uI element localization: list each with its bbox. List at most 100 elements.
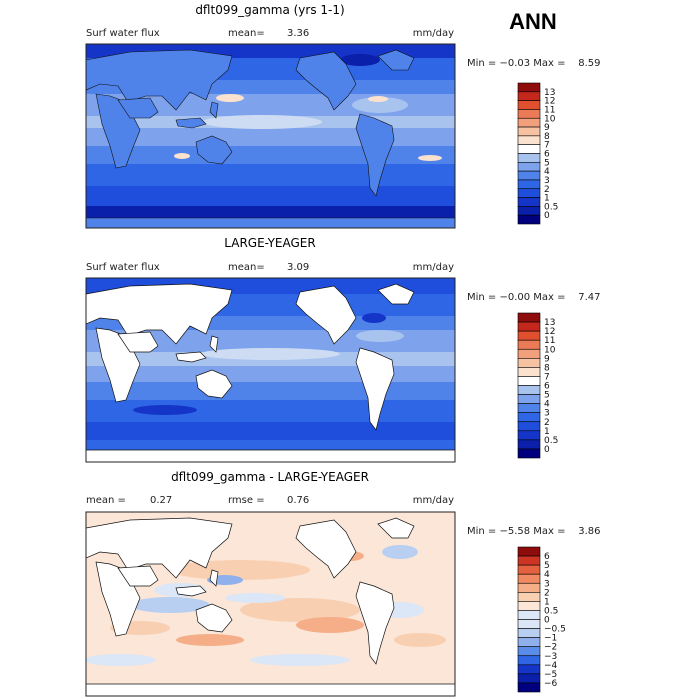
- colorbar-box: [517, 592, 541, 602]
- panel-1-mean-value: 3.36: [287, 28, 309, 39]
- colorbar-box: [517, 214, 541, 225]
- colorbar-box: [517, 403, 541, 413]
- colorbar-label: 0.5: [544, 436, 558, 446]
- colorbar-box: [517, 646, 541, 657]
- panel-1-min-max: Min = −0.03 Max = 8.59: [467, 58, 601, 69]
- colorbar-box: [517, 179, 541, 190]
- colorbar-label: 6: [544, 382, 550, 392]
- panel-1-title: dflt099_gamma (yrs 1-1): [195, 3, 344, 17]
- colorbar-label: −2: [544, 643, 557, 653]
- colorbar-box: [517, 144, 541, 154]
- panel-3-mean-label: mean =: [86, 495, 126, 506]
- colorbar-label: 2: [544, 418, 550, 428]
- colorbar-label: −4: [544, 661, 558, 671]
- panel-2-variable-label: Surf water flux: [86, 262, 160, 273]
- colorbar-box: [517, 188, 541, 198]
- colorbar-box: [517, 153, 541, 163]
- colorbar-label: 10: [544, 114, 556, 124]
- colorbar-label: 0: [544, 445, 550, 455]
- colorbar-label: 0: [544, 211, 550, 221]
- colorbar-box: [517, 682, 541, 693]
- colorbar-label: 12: [544, 327, 555, 337]
- panel-2-mean-label: mean=: [228, 262, 265, 273]
- colorbar-box: [517, 655, 541, 666]
- colorbar-label: 1: [544, 427, 550, 437]
- colorbar-label: 6: [544, 150, 550, 160]
- colorbar-label: 11: [544, 336, 555, 346]
- colorbar-label: −1: [544, 634, 557, 644]
- colorbar-label: −3: [544, 652, 557, 662]
- panel-2-frame: [85, 277, 456, 463]
- colorbar-box: [517, 546, 541, 557]
- colorbar-label: 0.5: [544, 202, 558, 212]
- colorbar-label: 5: [544, 158, 550, 168]
- panel-3-min-max: Min = −5.58 Max = 3.86: [467, 526, 601, 537]
- panel-1-units: mm/day: [413, 28, 454, 39]
- colorbar-box: [517, 348, 541, 359]
- colorbar-box: [517, 170, 541, 181]
- colorbar-label: 5: [544, 391, 550, 401]
- panel-2-title: LARGE-YEAGER: [224, 236, 315, 250]
- panel-1-continents: [86, 49, 455, 228]
- panel-observations: LARGE-YEAGER Surf water flux mean= 3.09 …: [85, 236, 601, 463]
- colorbar-label: −6: [544, 679, 558, 689]
- panel-3-frame: [85, 511, 456, 697]
- colorbar-label: 11: [544, 105, 555, 115]
- season-label: ANN: [509, 9, 557, 34]
- colorbar-box: [517, 206, 541, 216]
- colorbar-box: [517, 673, 541, 684]
- panel-1-frame: [85, 43, 456, 229]
- colorbar-box: [517, 162, 541, 172]
- colorbar-label: 3: [544, 176, 550, 186]
- colorbar-label: 4: [544, 167, 550, 177]
- colorbar-box: [517, 439, 541, 450]
- colorbar-label: 8: [544, 132, 550, 142]
- colorbar-label: 6: [544, 552, 550, 562]
- colorbar-box: [517, 91, 541, 101]
- colorbar-box: [517, 664, 541, 675]
- colorbar-label: 1: [544, 194, 550, 204]
- panel-1-variable-label: Surf water flux: [86, 28, 160, 39]
- colorbar-box: [517, 555, 541, 566]
- panel-2-continents: [86, 283, 455, 462]
- panel-3-mean-value: 0.27: [150, 495, 172, 506]
- colorbar-box: [517, 339, 541, 350]
- colorbar-label: 4: [544, 400, 550, 410]
- colorbar-box: [517, 126, 541, 137]
- panel-2-units: mm/day: [413, 262, 454, 273]
- panel-3-title: dflt099_gamma - LARGE-YEAGER: [171, 470, 369, 484]
- colorbar-label: 0: [544, 616, 550, 626]
- colorbar-box: [517, 109, 541, 119]
- colorbar-box: [517, 376, 541, 386]
- colorbar-box: [517, 564, 541, 575]
- colorbar-box: [517, 321, 541, 332]
- colorbar-label: 8: [544, 363, 550, 373]
- colorbar-label: 2: [544, 588, 550, 598]
- panel-2-mean-value: 3.09: [287, 262, 309, 273]
- colorbar-box: [517, 619, 541, 629]
- panel-difference: dflt099_gamma - LARGE-YEAGER mean = 0.27…: [85, 470, 601, 697]
- colorbar-label: 7: [544, 141, 550, 151]
- panel-2-min-max: Min = −0.00 Max = 7.47: [467, 292, 601, 303]
- panel-3-units: mm/day: [413, 495, 454, 506]
- colorbar-label: 2: [544, 185, 550, 195]
- colorbar-box: [517, 330, 541, 341]
- colorbar-box: [517, 367, 541, 377]
- colorbar-box: [517, 385, 541, 395]
- colorbar-box: [517, 610, 541, 620]
- colorbar-label: 13: [544, 318, 555, 328]
- colorbar-box: [517, 82, 541, 93]
- colorbar-label: 9: [544, 123, 550, 133]
- colorbar-label: 0.5: [544, 606, 558, 616]
- colorbar-box: [517, 430, 541, 441]
- colorbar-box: [517, 135, 541, 145]
- panel-3-map: [86, 512, 455, 696]
- colorbar-box: [517, 448, 541, 459]
- colorbar-box: [517, 197, 541, 207]
- colorbar-box: [517, 358, 541, 368]
- colorbar-box: [517, 628, 541, 638]
- panel-1-mean-label: mean=: [228, 28, 265, 39]
